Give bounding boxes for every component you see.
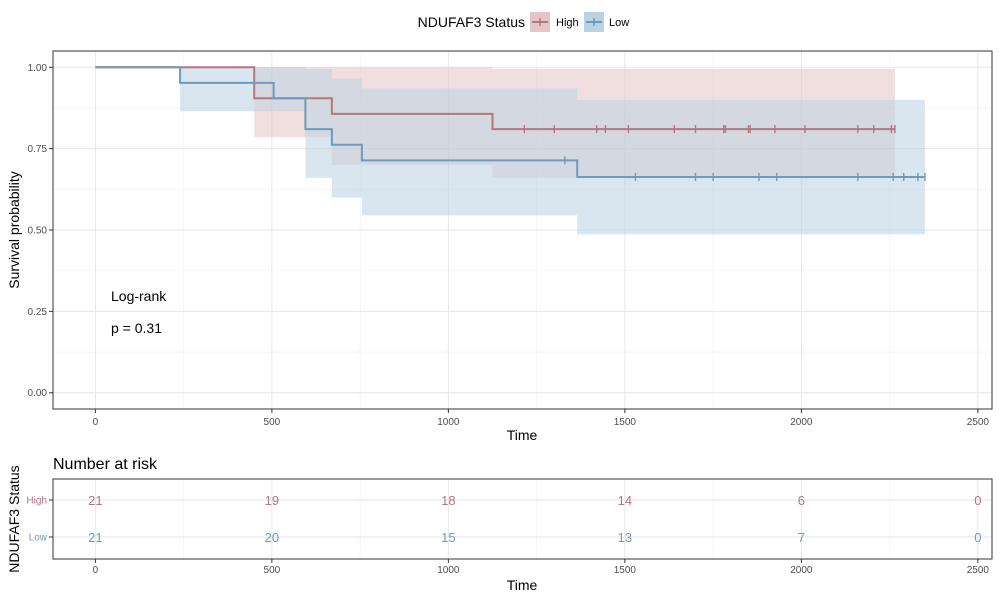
- legend: NDUFAF3 Status High Low: [418, 12, 629, 32]
- x-axis: 0 500 1000 1500 2000 2500: [93, 409, 990, 428]
- risk-value-high: 6: [798, 493, 805, 508]
- risk-table-x-axis: 0 500 1000 1500 2000 2500: [93, 559, 990, 576]
- y-axis-label: Survival probability: [6, 171, 22, 289]
- risk-row-label-low: Low: [29, 533, 48, 544]
- risk-value-low: 7: [798, 530, 805, 545]
- x-tick-label: 500: [264, 417, 281, 428]
- y-tick-label: 0.25: [28, 307, 48, 318]
- risk-value-high: 0: [974, 493, 981, 508]
- y-axis: 0.00 0.25 0.50 0.75 1.00: [28, 63, 53, 399]
- risk-value-high: 14: [618, 493, 632, 508]
- risk-value-high: 19: [265, 493, 279, 508]
- logrank-annotation: Log-rank p = 0.31: [111, 288, 167, 336]
- risk-table-border: [52, 478, 993, 560]
- censor-marks: [523, 125, 926, 181]
- y-tick-label: 0.00: [28, 388, 48, 399]
- confidence-band-low: [95, 67, 925, 235]
- y-tick-label: 0.50: [28, 226, 48, 237]
- risk-x-tick-label: 1000: [437, 565, 460, 576]
- risk-x-tick-label: 1500: [614, 565, 637, 576]
- x-tick-label: 1500: [614, 417, 637, 428]
- risk-table-y-axis-label: NDUFAF3 Status: [6, 465, 22, 572]
- confidence-bands: [95, 67, 925, 235]
- x-tick-label: 2000: [790, 417, 813, 428]
- legend-key-high: [530, 12, 550, 32]
- risk-table-row-labels: High Low: [26, 496, 53, 544]
- logrank-label: Log-rank: [111, 288, 167, 304]
- risk-table-grid: [53, 479, 992, 559]
- survival-curves: [95, 66, 925, 178]
- risk-table-title: Number at risk: [53, 456, 158, 473]
- survival-curve-high: [95, 66, 895, 131]
- risk-row-label-high: High: [26, 496, 47, 507]
- risk-table-values: 21 19 18 14 6 0 21 20 15 13 7 0: [88, 493, 981, 545]
- y-tick-label: 1.00: [28, 63, 48, 74]
- risk-x-tick-label: 500: [264, 565, 281, 576]
- x-tick-label: 2500: [967, 417, 990, 428]
- legend-label-high: High: [556, 17, 579, 29]
- risk-value-low: 0: [974, 530, 981, 545]
- y-tick-label: 0.75: [28, 144, 48, 155]
- x-tick-label: 0: [93, 417, 99, 428]
- risk-table-x-axis-label: Time: [507, 577, 538, 593]
- legend-label-low: Low: [609, 17, 629, 29]
- risk-value-high: 18: [441, 493, 455, 508]
- logrank-pvalue: p = 0.31: [111, 320, 162, 336]
- risk-value-low: 21: [88, 530, 102, 545]
- survival-curve-low: [95, 66, 925, 178]
- risk-x-tick-label: 2500: [967, 565, 990, 576]
- x-tick-label: 1000: [437, 417, 460, 428]
- risk-value-low: 15: [441, 530, 455, 545]
- x-axis-label: Time: [507, 427, 538, 443]
- risk-value-low: 20: [265, 530, 279, 545]
- risk-x-tick-label: 0: [93, 565, 99, 576]
- legend-title: NDUFAF3 Status: [418, 14, 525, 30]
- risk-value-high: 21: [88, 493, 102, 508]
- risk-x-tick-label: 2000: [790, 565, 813, 576]
- risk-value-low: 13: [618, 530, 632, 545]
- legend-key-low: [584, 12, 604, 32]
